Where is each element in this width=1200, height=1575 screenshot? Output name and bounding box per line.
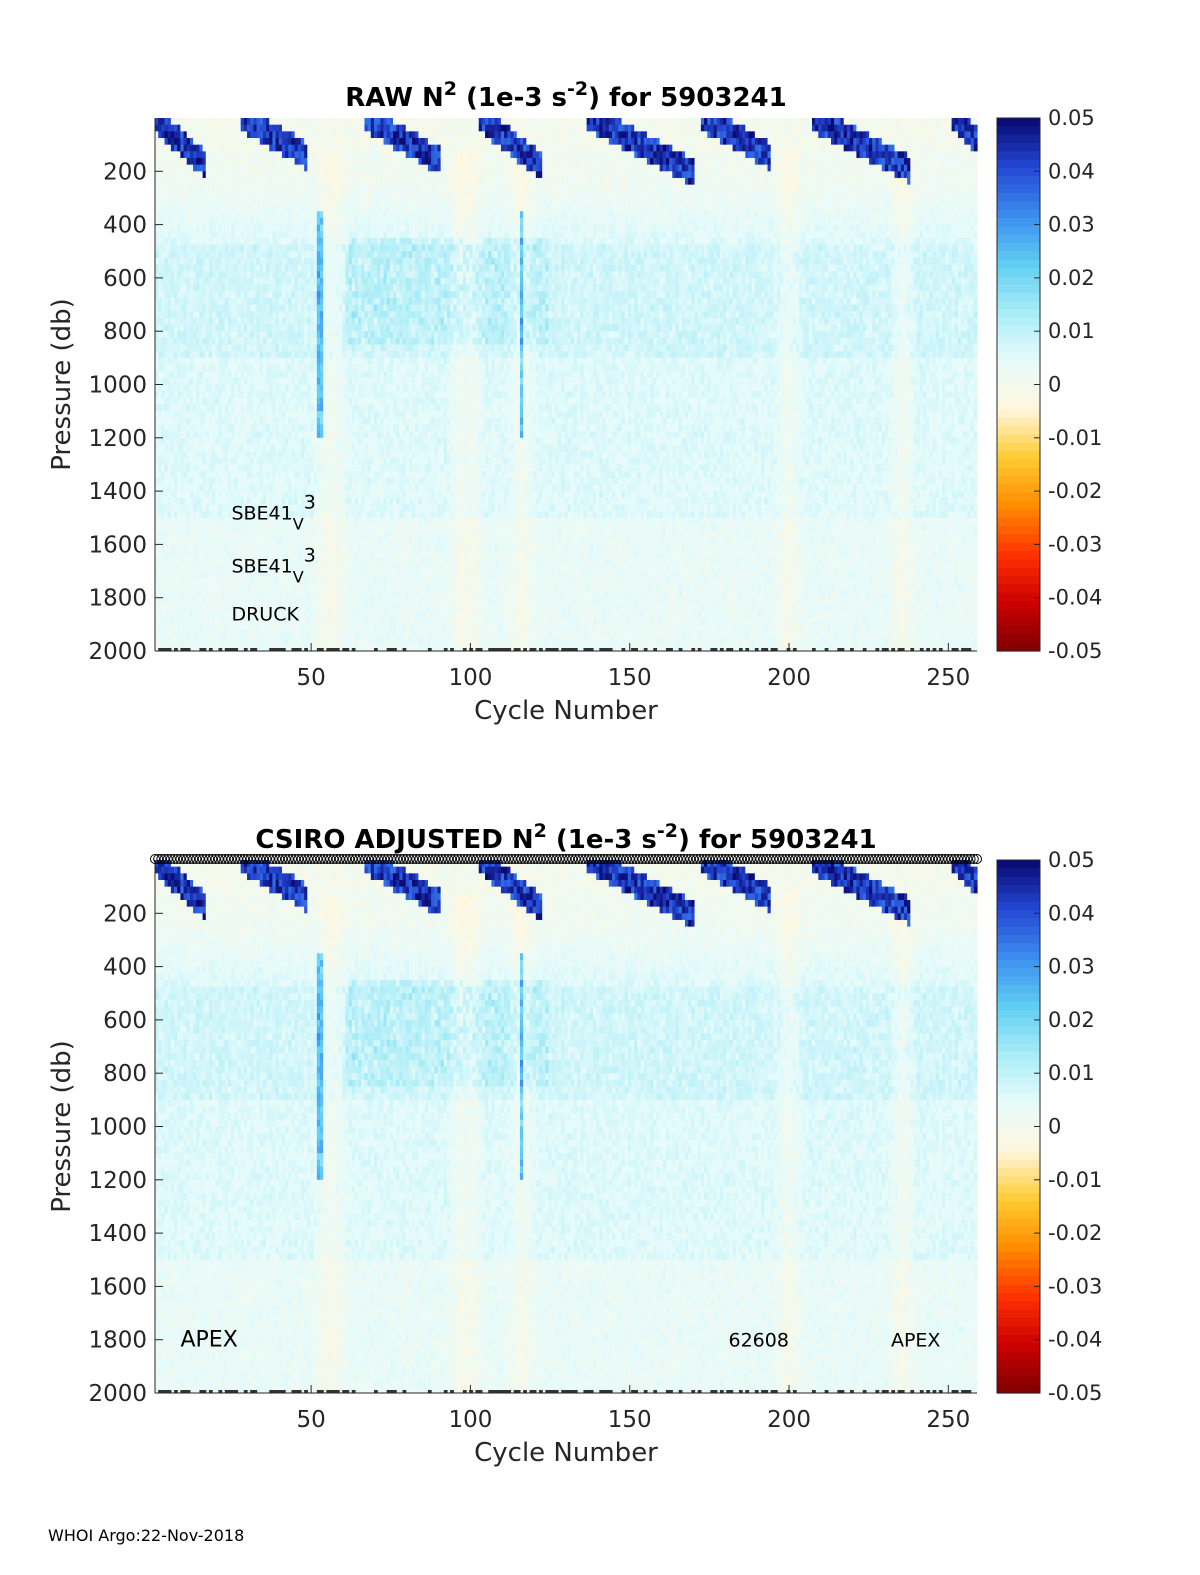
raw-n2-panel: RAW N2 (1e-3 s-2) for 5903241 50 100 150 200… xyxy=(0,70,1200,810)
chart-title: RAW N2 (1e-3 s-2) for 5903241 xyxy=(345,78,787,113)
